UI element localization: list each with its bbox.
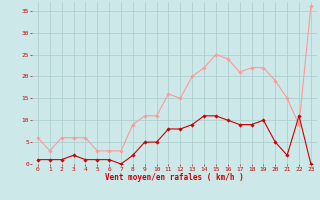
X-axis label: Vent moyen/en rafales ( km/h ): Vent moyen/en rafales ( km/h ) (105, 173, 244, 182)
